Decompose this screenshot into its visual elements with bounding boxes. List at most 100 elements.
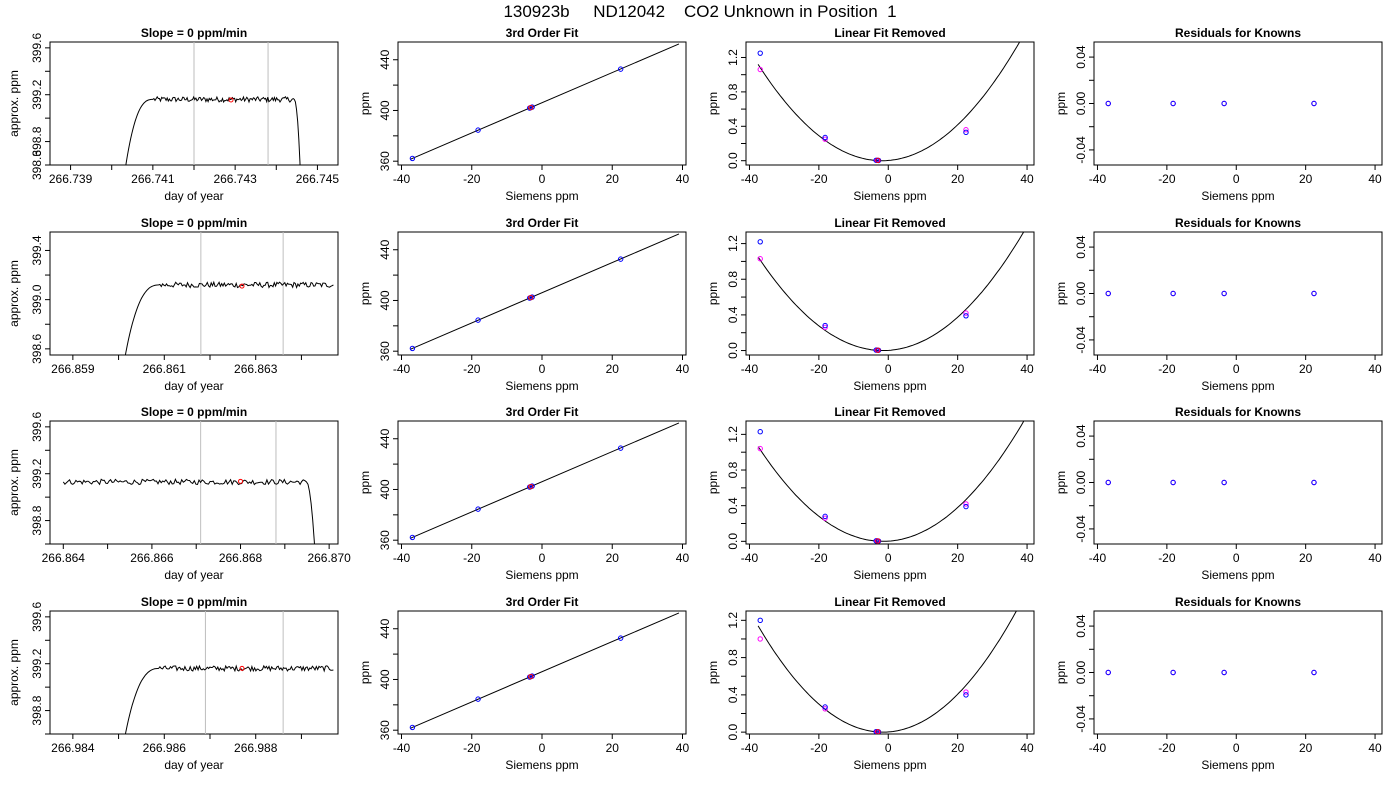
y-tick-label: 399.6 [30,602,44,632]
fit-line [410,233,680,350]
residual-point-blue [757,50,763,56]
y-tick-label: 0.0 [726,152,740,169]
ppm-trace [124,664,334,734]
x-tick-label: -40 [1089,741,1107,755]
sample-point [239,665,245,671]
residual-point-magenta [963,127,969,133]
fit-curve [757,42,1021,162]
x-tick-label: 0 [539,362,546,376]
residual-point-blue [1221,479,1227,486]
y-tick-label: 0.8 [726,271,740,288]
x-tick-label: 0 [1233,551,1240,565]
x-tick-label: -40 [393,172,411,186]
x-axis-label: day of year [164,568,223,582]
y-tick-label: 0.04 [1074,424,1088,448]
y-axis-label: ppm [1054,282,1068,305]
y-tick-label: 399.2 [30,648,44,678]
x-tick-label: 0 [1233,741,1240,755]
y-tick-label: 0.8 [726,649,740,666]
x-axis-label: day of year [164,189,223,203]
y-tick-label: 400 [378,479,392,499]
x-tick-label: 20 [951,741,965,755]
x-tick-label: 20 [1299,741,1313,755]
panel-r2-c3: Linear Fit Removed -40 -20 0 20 40 0.0 0.4 0.8 1.… [706,216,1035,393]
plot-frame [745,610,1035,735]
plot-area [1105,100,1317,107]
plot-frame [49,610,339,735]
x-tick-label: 266.988 [234,741,278,755]
standard-point [617,256,624,262]
panel-title: Linear Fit Removed [834,26,945,40]
panel-r3-c3: Linear Fit Removed -40 -20 0 20 40 0.0 0.4 0.8 1.… [706,405,1035,582]
residual-point-magenta [757,256,763,262]
panel-r4-c4: Residuals for Knowns -40 -20 0 20 40 -0.04 0.00… [1054,595,1383,772]
x-tick-label: 0 [539,172,546,186]
x-axis-label: Siemens ppm [505,379,578,393]
x-tick-label: 0 [885,172,892,186]
y-axis-label: approx. ppm [7,639,21,706]
plot-area [1105,290,1317,297]
y-axis-label: approx. ppm [7,449,21,516]
plot-frame [1093,41,1383,166]
x-tick-label: -20 [810,551,828,565]
y-tick-label: 399.6 [30,33,44,63]
y-axis-label: ppm [358,661,372,684]
x-tick-label: 266.745 [296,172,340,186]
panel-title: 3rd Order Fit [506,405,579,419]
x-tick-label: -20 [463,551,481,565]
residual-point-blue [1221,290,1227,297]
x-tick-label: -40 [741,362,759,376]
x-axis-label: Siemens ppm [1201,189,1274,203]
plot-area [124,611,334,734]
x-tick-label: 266.859 [51,362,95,376]
unknown-point [528,673,534,680]
x-tick-label: -40 [1089,551,1107,565]
residual-point-blue [963,129,969,136]
residual-point-blue [822,322,828,329]
y-axis-label: ppm [1054,92,1068,115]
standard-point [409,345,416,352]
x-tick-label: -40 [741,172,759,186]
residual-point-blue [1311,100,1317,107]
plot-area [1105,669,1317,676]
y-tick-label: 0.0 [726,533,740,550]
x-axis-label: Siemens ppm [505,189,578,203]
page-title: 130923b ND12042 CO2 Unknown in Position … [503,2,897,21]
x-tick-label: -20 [463,362,481,376]
x-axis-label: day of year [164,758,223,772]
residual-point-magenta [757,66,763,73]
x-tick-label: 40 [676,172,690,186]
unknown-point [528,104,534,111]
x-tick-label: 20 [606,362,620,376]
plot-frame [49,231,339,356]
panel-r2-c2: 3rd Order Fit -40 -20 0 20 40 360 400 440 Siemens… [358,216,689,393]
y-tick-label: 440 [378,49,392,69]
x-tick-label: 266.984 [51,741,95,755]
panel-title: Residuals for Knowns [1175,216,1301,230]
y-tick-label: 0.04 [1074,614,1088,638]
y-tick-label: -0.04 [1074,705,1088,733]
x-tick-label: -20 [463,172,481,186]
x-tick-label: 266.861 [143,362,187,376]
y-tick-label: 0.00 [1074,660,1088,684]
plot-frame [49,420,339,545]
residual-point-blue [822,704,828,710]
x-tick-label: 266.864 [42,551,86,565]
panel-r1-c1: Slope = 0 ppm/min 266.739 266.741 266.743 26… [7,26,339,203]
panel-title: 3rd Order Fit [506,216,579,230]
plot-area [757,232,1025,353]
panel-r3-c1: Slope = 0 ppm/min 266.864 266.866 266.868 26… [7,405,351,582]
y-axis-label: ppm [706,282,720,305]
x-tick-label: -20 [810,741,828,755]
y-tick-label: 400 [378,100,392,120]
residual-point-blue [757,428,763,435]
y-tick-label: 360 [378,341,392,361]
panel-r2-c1: Slope = 0 ppm/min 266.859 266.861 266.863 39… [7,216,339,393]
residual-point-blue [873,347,879,353]
unknown-point [875,729,881,734]
x-tick-label: 40 [1368,362,1382,376]
plot-frame [1093,610,1383,735]
x-axis-label: Siemens ppm [1201,758,1274,772]
unknown-point [528,483,534,490]
x-tick-label: 0 [539,551,546,565]
